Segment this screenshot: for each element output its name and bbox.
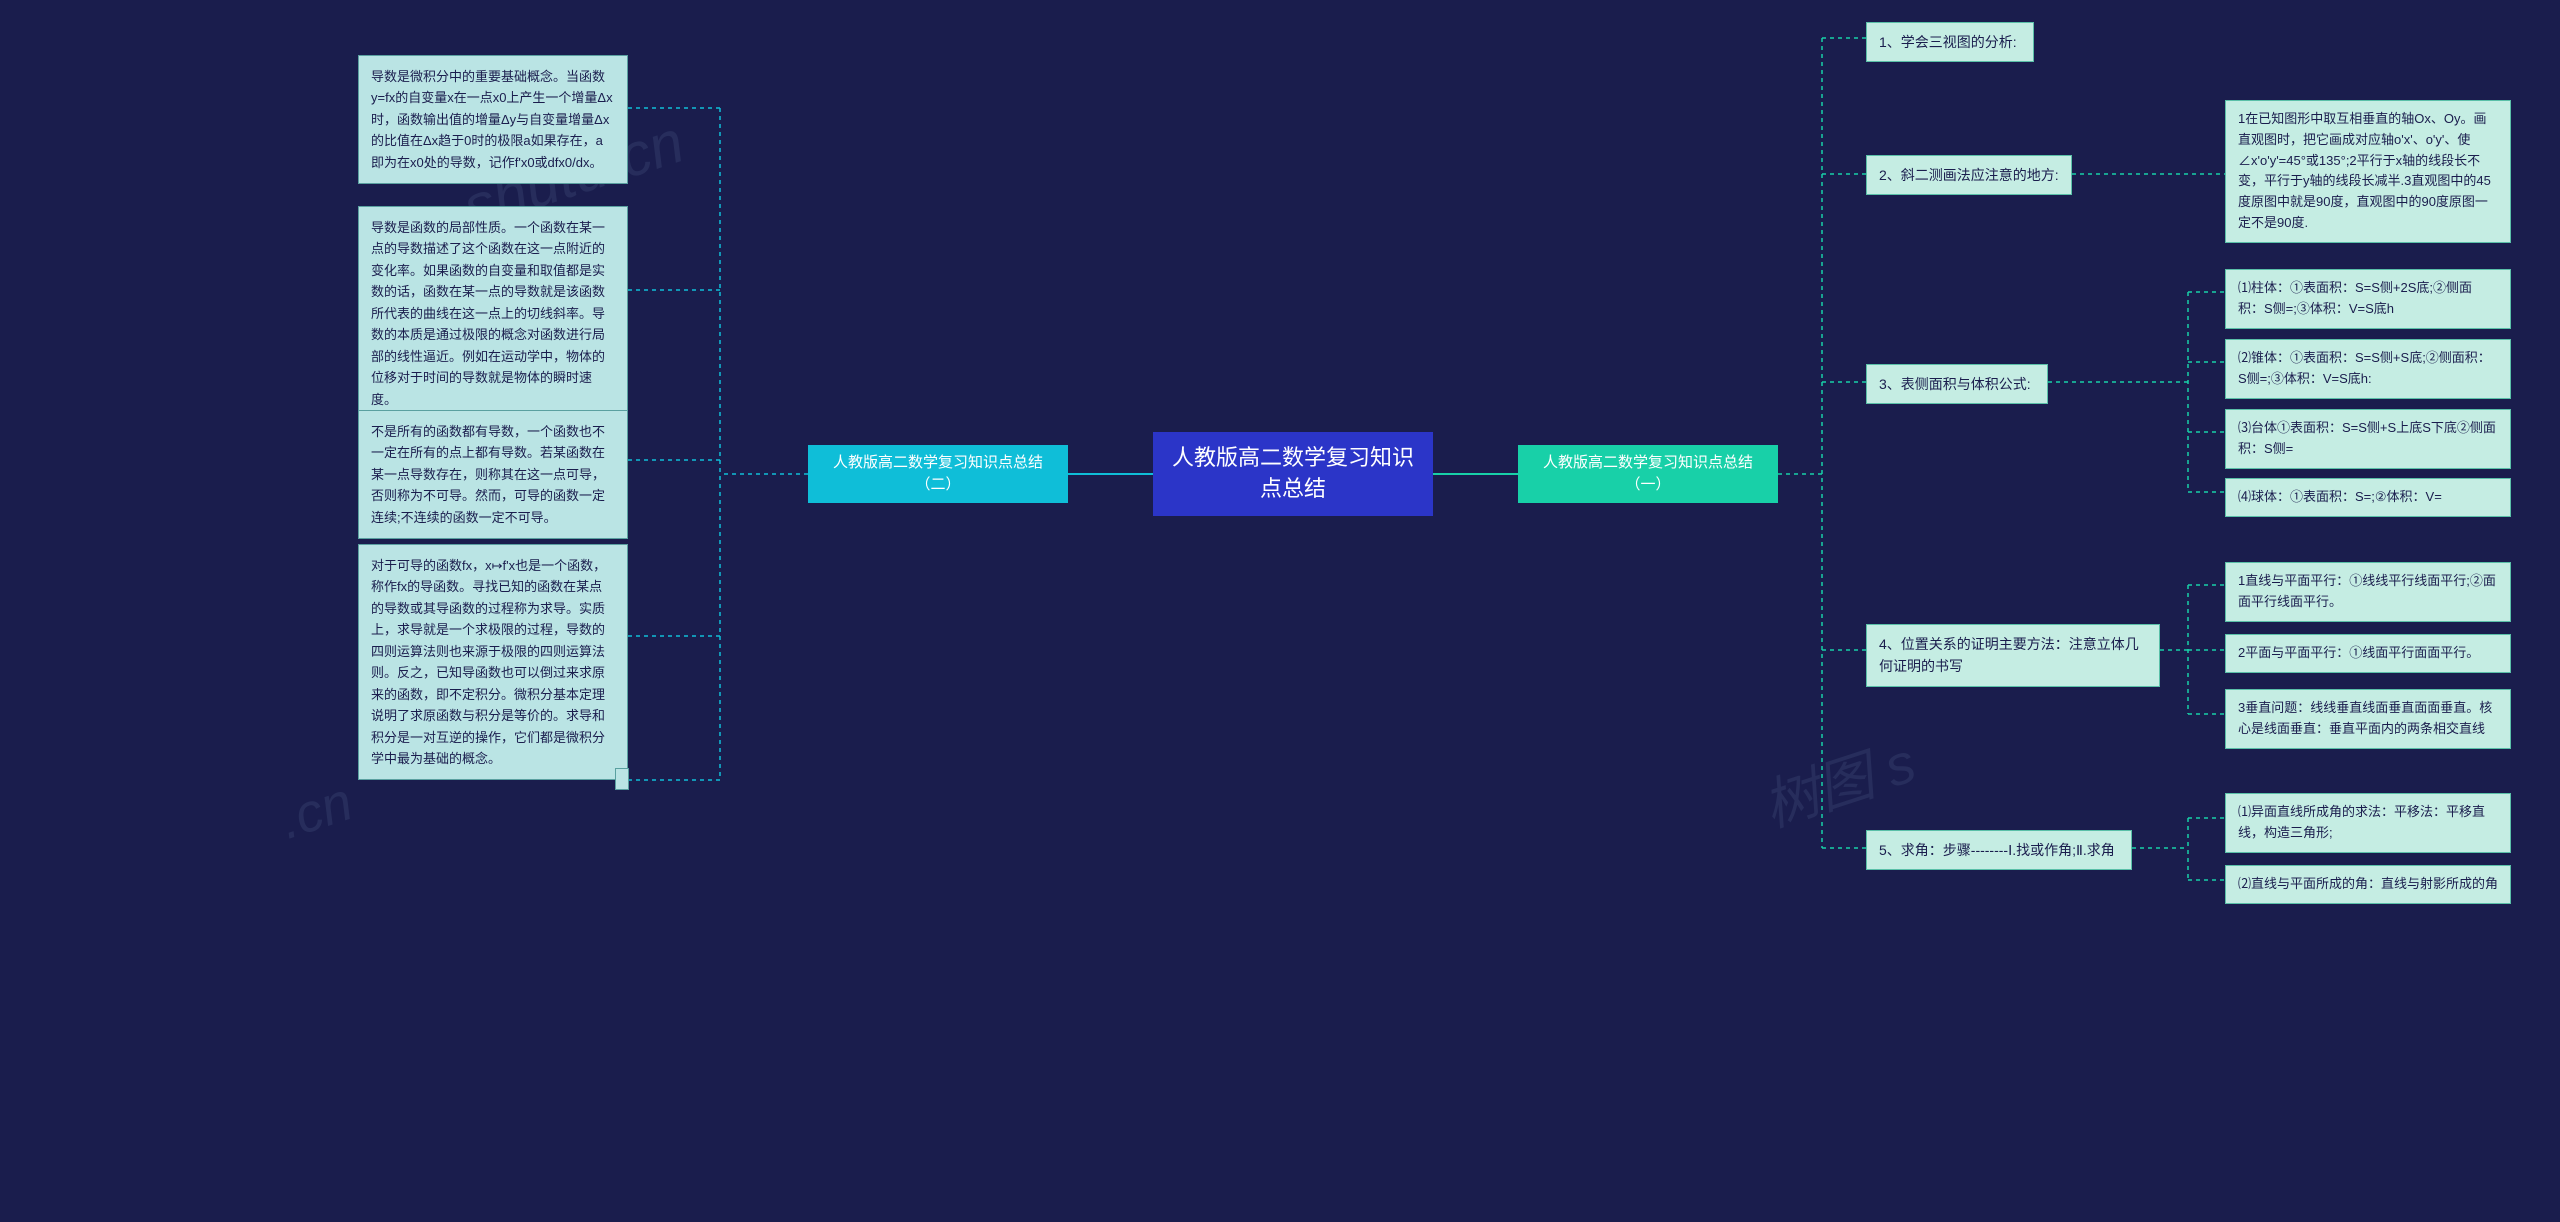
right-r2-1[interactable]: 1、学会三视图的分析: [1866, 22, 2034, 62]
left-leaf-empty[interactable] [615, 768, 629, 790]
right-r3-1[interactable]: 1在已知图形中取互相垂直的轴Ox、Oy。画直观图时，把它画成对应轴o'x'、o'… [2225, 100, 2511, 243]
right-r3-7[interactable]: 2平面与平面平行：①线面平行面面平行。 [2225, 634, 2511, 673]
right-r3-10[interactable]: ⑵直线与平面所成的角：直线与射影所成的角 [2225, 865, 2511, 904]
root-node[interactable]: 人教版高二数学复习知识 点总结 [1153, 432, 1433, 516]
right-r2-4[interactable]: 4、位置关系的证明主要方法：注意立体几何证明的书写 [1866, 624, 2160, 687]
right-r3-4[interactable]: ⑶台体①表面积：S=S侧+S上底S下底②侧面积：S侧= [2225, 409, 2511, 469]
right-r3-5[interactable]: ⑷球体：①表面积：S=;②体积：V= [2225, 478, 2511, 517]
right-r2-5[interactable]: 5、求角：步骤--------Ⅰ.找或作角;Ⅱ.求角 [1866, 830, 2132, 870]
left-leaf-4[interactable]: 对于可导的函数fx，x↦f'x也是一个函数，称作fx的导函数。寻找已知的函数在某… [358, 544, 628, 780]
right-r3-6[interactable]: 1直线与平面平行：①线线平行线面平行;②面面平行线面平行。 [2225, 562, 2511, 622]
watermark: 树图 s [1751, 718, 1924, 843]
right-r3-2[interactable]: ⑴柱体：①表面积：S=S侧+2S底;②侧面积：S侧=;③体积：V=S底h [2225, 269, 2511, 329]
right-r2-3[interactable]: 3、表侧面积与体积公式: [1866, 364, 2048, 404]
right-r2-2[interactable]: 2、斜二测画法应注意的地方: [1866, 155, 2072, 195]
right-r3-9[interactable]: ⑴异面直线所成角的求法：平移法：平移直线，构造三角形; [2225, 793, 2511, 853]
left-leaf-3[interactable]: 不是所有的函数都有导数，一个函数也不一定在所有的点上都有导数。若某函数在某一点导… [358, 410, 628, 539]
left-leaf-1[interactable]: 导数是微积分中的重要基础概念。当函数y=fx的自变量x在一点x0上产生一个增量Δ… [358, 55, 628, 184]
watermark: .cn [272, 770, 360, 851]
right-r3-3[interactable]: ⑵锥体：①表面积：S=S侧+S底;②侧面积：S侧=;③体积：V=S底h: [2225, 339, 2511, 399]
right-branch-node[interactable]: 人教版高二数学复习知识点总结（一） [1518, 445, 1778, 503]
right-r3-8[interactable]: 3垂直问题：线线垂直线面垂直面面垂直。核心是线面垂直：垂直平面内的两条相交直线 [2225, 689, 2511, 749]
left-branch-node[interactable]: 人教版高二数学复习知识点总结（二） [808, 445, 1068, 503]
left-leaf-2[interactable]: 导数是函数的局部性质。一个函数在某一点的导数描述了这个函数在这一点附近的变化率。… [358, 206, 628, 421]
